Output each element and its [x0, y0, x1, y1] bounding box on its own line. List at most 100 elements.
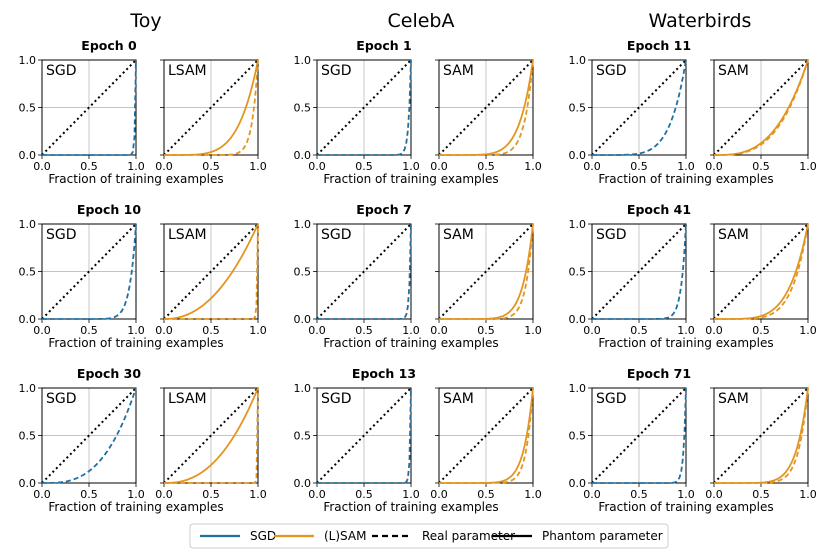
x-tick-label: 0.0 [308, 488, 326, 501]
column-toy: Toy Epoch 0 0.0 0.5 1.0 0.0 0.5 1.0 SGD 0.0 0.5 1.0… [19, 10, 267, 514]
epoch-title: Epoch 71 [627, 366, 691, 381]
diagonal-reference-line [591, 387, 687, 484]
x-tick-label: 0.5 [355, 488, 373, 501]
y-tick-label: 1.0 [19, 54, 37, 67]
panel-row: Epoch 30 0.0 0.5 1.0 0.0 0.5 1.0 SGD 0.0 0.5 1.0 LS… [19, 366, 267, 514]
x-tick-label: 1.0 [127, 488, 145, 501]
optimizer-label: SGD [596, 63, 627, 79]
y-tick-label: 1.0 [294, 218, 312, 231]
x-tick-label: 0.5 [202, 324, 220, 337]
diagonal-reference-line [316, 59, 412, 156]
x-tick-label: 1.0 [799, 160, 817, 173]
diagonal-reference-line [163, 387, 259, 484]
panel-row: Epoch 1 0.0 0.5 1.0 0.0 0.5 1.0 SGD 0.0 0.5 1.0 SAM… [294, 38, 542, 186]
optimizer-label: SAM [718, 227, 749, 243]
diagonal-reference-line [713, 223, 809, 320]
x-tick-label: 0.0 [155, 488, 173, 501]
panel-row: Epoch 13 0.0 0.5 1.0 0.0 0.5 1.0 SGD 0.0 0.5 1.0 SA… [294, 366, 542, 514]
sam-phantom-curve [714, 59, 809, 156]
optimizer-label: SAM [718, 391, 749, 407]
optimizer-label: SGD [46, 63, 77, 79]
y-tick-label: 0.5 [294, 102, 312, 115]
x-axis-label: Fraction of training examples [598, 336, 773, 350]
x-tick-label: 0.5 [752, 488, 770, 501]
x-tick-label: 1.0 [677, 488, 695, 501]
column-title: CelebA [388, 10, 455, 32]
y-tick-label: 0.5 [19, 266, 37, 279]
x-tick-label: 0.5 [477, 488, 495, 501]
sam-phantom-curve [714, 387, 809, 484]
panel-row: Epoch 7 0.0 0.5 1.0 0.0 0.5 1.0 SGD 0.0 0.5 1.0 SAM… [294, 202, 542, 350]
x-axis-label: Fraction of training examples [323, 172, 498, 186]
sam-real-curve [439, 387, 534, 484]
panel-row: Epoch 10 0.0 0.5 1.0 0.0 0.5 1.0 SGD 0.0 0.5 1.0 LS… [19, 202, 267, 350]
x-axis-label: Fraction of training examples [598, 500, 773, 514]
panel-row: Epoch 41 0.0 0.5 1.0 0.0 0.5 1.0 SGD 0.0 0.5 1.0 SA… [569, 202, 817, 350]
x-tick-label: 0.5 [80, 488, 98, 501]
legend-sgd-label: SGD [250, 529, 276, 543]
x-tick-label: 0.5 [477, 324, 495, 337]
diagonal-reference-line [591, 59, 687, 156]
legend-box [189, 523, 669, 549]
x-tick-label: 1.0 [677, 324, 695, 337]
x-tick-label: 0.5 [80, 160, 98, 173]
x-tick-label: 1.0 [402, 488, 420, 501]
x-axis-label: Fraction of training examples [323, 336, 498, 350]
diagonal-reference-line [41, 59, 137, 156]
x-tick-label: 0.5 [355, 324, 373, 337]
x-tick-label: 0.0 [155, 324, 173, 337]
x-tick-label: 1.0 [524, 324, 542, 337]
diagonal-reference-line [438, 59, 534, 156]
sam-phantom-curve [714, 223, 809, 320]
x-tick-label: 0.5 [752, 324, 770, 337]
column-waterbirds: Waterbirds Epoch 11 0.0 0.5 1.0 0.0 0.5 1.0 SGD 0… [569, 10, 817, 514]
diagonal-reference-line [163, 223, 259, 320]
y-tick-label: 1.0 [569, 382, 587, 395]
y-tick-label: 0.0 [569, 313, 587, 326]
x-tick-label: 1.0 [524, 160, 542, 173]
x-tick-label: 0.5 [752, 160, 770, 173]
sam-real-curve [714, 387, 809, 484]
x-axis-label: Fraction of training examples [48, 500, 223, 514]
x-tick-label: 0.0 [33, 160, 51, 173]
legend-lsam-label: (L)SAM [324, 529, 366, 543]
sam-phantom-curve [163, 387, 259, 484]
sam-real-curve [439, 223, 534, 320]
column-celeba: CelebA Epoch 1 0.0 0.5 1.0 0.0 0.5 1.0 SGD 0.0 0.5… [294, 10, 542, 514]
diagonal-reference-line [438, 387, 534, 484]
y-tick-label: 1.0 [294, 382, 312, 395]
sgd-real-curve [592, 59, 687, 156]
epoch-title: Epoch 30 [77, 366, 141, 381]
y-tick-label: 0.0 [569, 477, 587, 490]
panel-row: Epoch 71 0.0 0.5 1.0 0.0 0.5 1.0 SGD 0.0 0.5 1.0 SA… [569, 366, 817, 514]
column-title: Waterbirds [649, 10, 752, 32]
legend-phantom-parameter-label: Phantom parameter [542, 529, 663, 543]
epoch-title: Epoch 10 [77, 202, 141, 217]
x-tick-label: 0.0 [308, 160, 326, 173]
y-tick-label: 1.0 [294, 54, 312, 67]
x-tick-label: 1.0 [402, 324, 420, 337]
sam-phantom-curve [439, 387, 534, 484]
y-tick-label: 0.5 [19, 430, 37, 443]
panel-row: Epoch 11 0.0 0.5 1.0 0.0 0.5 1.0 SGD 0.0 0.5 1.0 SA… [569, 38, 817, 186]
diagonal-reference-line [316, 223, 412, 320]
x-tick-label: 0.0 [308, 324, 326, 337]
x-tick-label: 0.5 [202, 488, 220, 501]
x-tick-label: 1.0 [677, 160, 695, 173]
sam-phantom-curve [439, 223, 534, 320]
epoch-title: Epoch 11 [627, 38, 691, 53]
optimizer-label: SGD [596, 227, 627, 243]
sam-real-curve [714, 223, 809, 320]
x-tick-label: 0.0 [705, 324, 723, 337]
x-tick-label: 0.0 [583, 488, 601, 501]
epoch-title: Epoch 41 [627, 202, 691, 217]
optimizer-label: SAM [718, 63, 749, 79]
y-tick-label: 0.0 [19, 313, 37, 326]
sam-real-curve [439, 59, 534, 156]
x-tick-label: 0.0 [583, 324, 601, 337]
y-tick-label: 1.0 [19, 382, 37, 395]
optimizer-label: SGD [46, 391, 77, 407]
sam-phantom-curve [164, 59, 259, 156]
diagonal-reference-line [438, 223, 534, 320]
